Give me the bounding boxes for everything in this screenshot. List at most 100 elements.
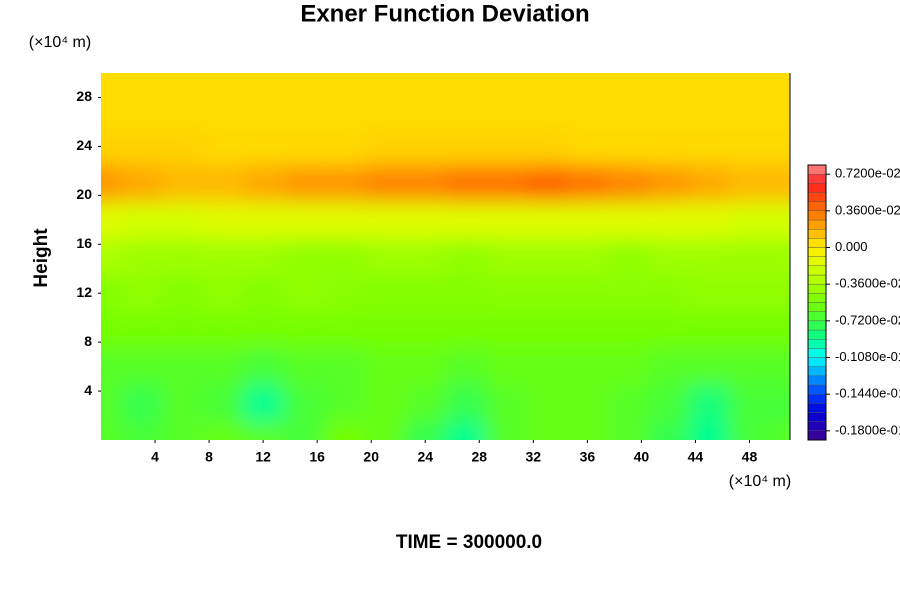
y-tick-label: 16 — [76, 235, 92, 251]
field-cell — [242, 73, 284, 92]
colorbar-band — [807, 412, 827, 422]
colorbar-band — [807, 302, 827, 312]
x-tick-label: 16 — [309, 449, 325, 465]
colorbar-band — [807, 329, 827, 340]
field-cell — [323, 384, 365, 423]
field-cell — [323, 348, 365, 386]
chart-title: Exner Function Deviation — [300, 0, 589, 27]
field-cell — [202, 73, 244, 92]
colorbar-band — [807, 348, 827, 358]
field-cell — [101, 164, 122, 202]
field-cell — [364, 384, 406, 423]
field-cell — [688, 164, 730, 202]
field-cell — [323, 164, 365, 202]
field-cell — [242, 274, 284, 313]
colorbar-band — [807, 357, 827, 367]
field-cell — [364, 421, 406, 440]
field-cell — [486, 91, 528, 129]
field-cell — [526, 73, 568, 92]
field-cell — [729, 164, 771, 202]
field-cell — [202, 348, 244, 386]
field-cell — [567, 348, 609, 386]
field-cell — [445, 348, 487, 386]
field-cell — [404, 311, 446, 349]
colorbar-band — [807, 256, 827, 267]
field-cell — [567, 128, 609, 166]
field-cell — [729, 201, 771, 239]
field-cell — [283, 348, 325, 386]
field-cell — [526, 274, 568, 313]
colorbar-band — [807, 219, 827, 230]
field-cell — [323, 73, 365, 92]
x-tick-label: 44 — [688, 449, 704, 465]
field-cell — [242, 164, 284, 202]
field-cell — [729, 238, 771, 276]
field-cell — [202, 274, 244, 313]
field-cell — [526, 311, 568, 349]
y-unit: (×10⁴ m) — [29, 34, 91, 51]
field-cell — [202, 421, 244, 440]
field-cell — [121, 238, 163, 276]
field-cell — [567, 164, 609, 202]
field-cell — [607, 348, 649, 386]
field-cell — [364, 238, 406, 276]
field — [101, 73, 790, 440]
colorbar-band — [807, 173, 827, 184]
field-cell — [445, 91, 487, 129]
colorbar-band — [807, 430, 827, 441]
x-unit: (×10⁴ m) — [729, 473, 791, 490]
colorbar-band — [807, 421, 827, 432]
field-cell — [121, 164, 163, 202]
field-cell — [161, 348, 203, 386]
colorbar-tick-label: -0.1800e-01 — [835, 422, 900, 437]
field-cell — [283, 73, 325, 92]
x-tick-label: 8 — [205, 449, 213, 465]
field-cell — [121, 128, 163, 166]
field-cell — [769, 384, 790, 423]
field-cell — [242, 128, 284, 166]
colorbar-tick-label: 0.3600e-02 — [835, 202, 900, 217]
field-cell — [607, 238, 649, 276]
field-cell — [202, 128, 244, 166]
field-cell — [283, 164, 325, 202]
field-cell — [688, 238, 730, 276]
field-cell — [648, 164, 690, 202]
field-cell — [688, 348, 730, 386]
field-cell — [161, 73, 203, 92]
field-cell — [769, 348, 790, 386]
field-cell — [567, 274, 609, 313]
field-cell — [404, 164, 446, 202]
colorbar-tick-label: -0.3600e-02 — [835, 276, 900, 291]
field-cell — [607, 91, 649, 129]
field-cell — [242, 91, 284, 129]
field-cell — [445, 421, 487, 440]
field-cell — [769, 164, 790, 202]
field-cell — [688, 201, 730, 239]
field-cell — [607, 311, 649, 349]
field-cell — [648, 384, 690, 423]
colorbar-band — [807, 338, 827, 349]
field-cell — [526, 164, 568, 202]
field-cell — [242, 311, 284, 349]
field-cell — [769, 91, 790, 129]
field-cell — [161, 238, 203, 276]
field-cell — [729, 384, 771, 423]
field-cell — [161, 421, 203, 440]
field-cell — [283, 238, 325, 276]
field-cell — [607, 73, 649, 92]
colorbar-frame — [807, 164, 827, 441]
field-cell — [121, 311, 163, 349]
field-cell — [121, 274, 163, 313]
field-cell — [101, 201, 122, 239]
field-cell — [121, 421, 163, 440]
field-cell — [404, 421, 446, 440]
field-cell — [688, 91, 730, 129]
field-cell — [567, 73, 609, 92]
field-cell — [404, 274, 446, 313]
field-cell — [121, 201, 163, 239]
field-cell — [729, 421, 771, 440]
field-cell — [242, 238, 284, 276]
field-cell — [607, 201, 649, 239]
field-cell — [769, 128, 790, 166]
field-cell — [486, 384, 528, 423]
